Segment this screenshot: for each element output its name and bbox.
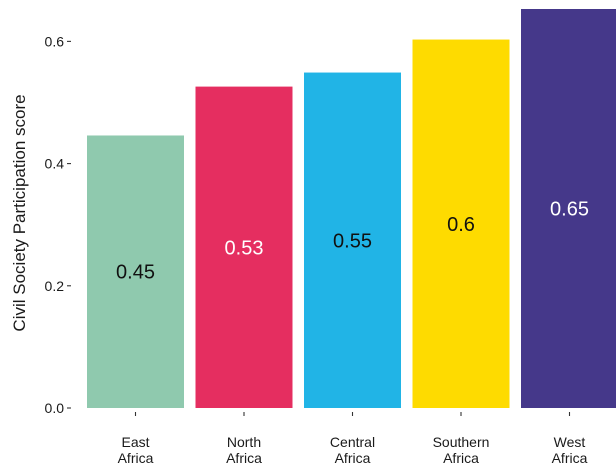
- bar: [195, 86, 293, 408]
- x-tick-label: East Africa: [118, 434, 154, 466]
- y-tick-label: 0.2: [45, 278, 65, 294]
- bar: [87, 135, 184, 408]
- bar: [304, 72, 401, 409]
- bar-value-label: 0.45: [116, 262, 155, 284]
- bar-value-label: 0.65: [550, 199, 589, 221]
- y-tick-label: 0.0: [45, 400, 65, 416]
- x-tick-label: Southern Africa: [433, 434, 490, 466]
- bar-value-label: 0.53: [225, 237, 264, 259]
- y-axis-title: Civil Society Participation score: [10, 94, 29, 331]
- x-axis: East Africa North Africa Central Africa Southe…: [118, 412, 588, 466]
- x-tick-label: Central Africa: [330, 434, 375, 466]
- x-tick-label: North Africa: [226, 434, 262, 466]
- bar: [521, 9, 616, 408]
- y-tick-label: 0.6: [45, 33, 65, 49]
- bar-value-label: 0.6: [447, 214, 475, 236]
- bar: [412, 39, 510, 408]
- x-tick-label: West Africa: [552, 434, 588, 466]
- bars: 0.45 0.53 0.55 0.6 0.65: [87, 9, 616, 409]
- y-tick-label: 0.4: [45, 156, 65, 172]
- y-axis: 0.0 0.2 0.4 0.6: [45, 33, 71, 416]
- bar-value-label: 0.55: [333, 230, 372, 252]
